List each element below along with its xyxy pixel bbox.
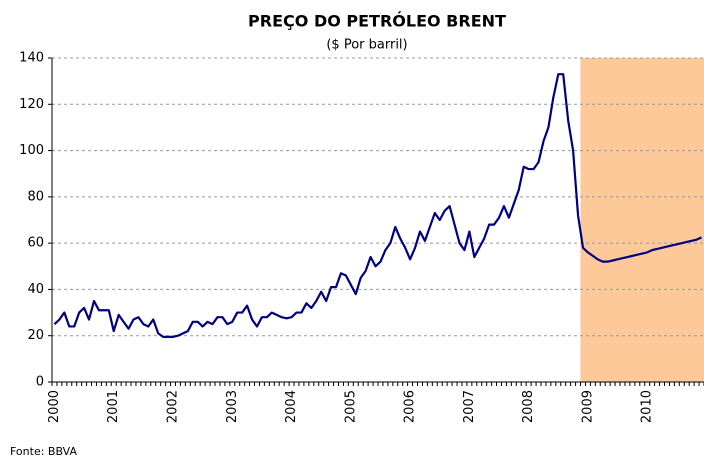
chart-subtitle: ($ Por barril) [326,38,407,53]
x-tick-label: 2005 [343,390,358,423]
x-tick-label: 2000 [47,390,62,423]
y-tick-label: 100 [19,143,44,158]
y-tick-label: 140 [19,51,44,66]
source-note: Fonte: BBVA [10,445,77,458]
y-tick-label: 20 [27,328,44,343]
x-tick-label: 2007 [462,390,477,423]
y-tick-label: 60 [27,236,44,251]
x-tick-label: 2009 [580,390,595,423]
y-tick-label: 120 [19,97,44,112]
x-tick-label: 2008 [521,390,536,423]
x-tick-label: 2002 [166,390,181,423]
x-tick-label: 2004 [284,390,299,423]
y-tick-label: 0 [36,375,44,390]
x-tick-label: 2010 [640,390,655,423]
forecast-region [580,58,704,382]
x-tick-label: 2003 [225,390,240,423]
y-tick-label: 40 [27,282,44,297]
x-tick-label: 2001 [106,390,121,423]
y-tick-label: 80 [27,189,44,204]
price-line [53,73,702,338]
chart-title: PREÇO DO PETRÓLEO BRENT [248,12,506,31]
x-tick-label: 2006 [403,390,418,423]
